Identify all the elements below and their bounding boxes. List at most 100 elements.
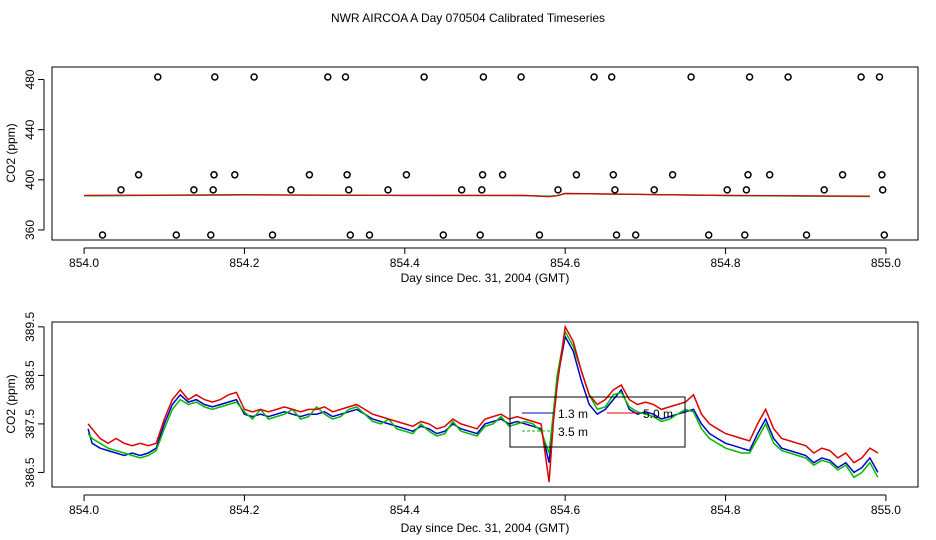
bottom-x-tick-label: 854.2 xyxy=(229,503,259,517)
scatter-point xyxy=(190,186,198,194)
bottom-panel: 854.0 854.2 854.4 854.6 854.8 855.0 386.5 387.… xyxy=(4,312,919,535)
top-x-tick-label: 854.6 xyxy=(550,256,580,270)
scatter-point xyxy=(324,73,332,81)
scatter-point xyxy=(742,186,751,194)
scatter-point xyxy=(478,171,487,179)
bottom-y-tick-label: 388.5 xyxy=(23,360,37,390)
scatter-point xyxy=(607,73,616,81)
bottom-x-axis-label: Day since Dec. 31, 2004 (GMT) xyxy=(401,521,570,535)
scatter-point xyxy=(287,186,295,194)
chart-title: NWR AIRCOA A Day 070504 Calibrated Times… xyxy=(331,11,605,25)
scatter-point xyxy=(878,171,886,179)
scatter-point xyxy=(554,186,562,194)
top-y-tick-label: 440 xyxy=(23,119,37,139)
scatter-point xyxy=(878,186,887,194)
scatter-point xyxy=(880,231,889,239)
scatter-point xyxy=(479,73,488,81)
scatter-point xyxy=(838,171,847,179)
scatter-point xyxy=(134,171,143,179)
scatter-point xyxy=(517,73,525,81)
bottom-x-tick-label: 854.8 xyxy=(711,503,741,517)
scatter-point xyxy=(346,231,355,239)
bottom-x-tick-label: 855.0 xyxy=(871,503,901,517)
scatter-point xyxy=(344,186,353,194)
series-line-3-5-m xyxy=(87,329,879,479)
scatter-point xyxy=(211,73,219,81)
bottom-series-lines xyxy=(87,324,879,483)
scatter-point xyxy=(741,231,749,239)
scatter-point xyxy=(402,171,411,179)
bottom-plot-frame xyxy=(51,321,919,488)
legend-box xyxy=(509,396,686,448)
scatter-point xyxy=(687,73,695,81)
scatter-point xyxy=(612,231,621,239)
bottom-y-axis-label: CO2 (ppm) xyxy=(4,374,18,433)
scatter-point xyxy=(117,186,125,194)
scatter-point xyxy=(384,186,392,194)
scatter-point xyxy=(765,171,774,179)
top-plot-frame xyxy=(51,66,919,241)
bottom-x-tick-label: 854.0 xyxy=(69,503,99,517)
scatter-point xyxy=(457,186,466,194)
scatter-point xyxy=(439,231,448,239)
top-y-axis-label: CO2 (ppm) xyxy=(4,123,18,182)
scatter-point xyxy=(650,186,658,194)
top-x-axis: 854.0 854.2 854.4 854.6 854.8 855.0 xyxy=(69,247,901,270)
scatter-point xyxy=(590,73,598,81)
top-series-line xyxy=(84,192,870,198)
top-y-axis: 360 400 440 480 xyxy=(23,69,45,240)
top-x-tick-label: 855.0 xyxy=(871,256,901,270)
legend-label-3: 5.0 m xyxy=(643,407,673,421)
scatter-point xyxy=(268,231,277,239)
scatter-point xyxy=(478,186,486,194)
scatter-point xyxy=(820,186,828,194)
top-series-lines xyxy=(84,192,870,198)
scatter-point xyxy=(341,73,350,81)
scatter-point xyxy=(498,171,507,179)
scatter-point xyxy=(802,231,811,239)
scatter-point xyxy=(704,231,713,239)
top-x-tick-label: 854.2 xyxy=(229,256,259,270)
top-scatter-points xyxy=(98,73,889,239)
bottom-x-axis: 854.0 854.2 854.4 854.6 854.8 855.0 xyxy=(69,494,901,517)
bottom-y-axis: 386.5 387.5 388.5 389.5 xyxy=(23,312,45,487)
scatter-point xyxy=(365,231,374,239)
scatter-point xyxy=(535,231,544,239)
legend-label-1: 1.3 m xyxy=(558,407,588,421)
scatter-point xyxy=(420,73,428,81)
scatter-point xyxy=(572,171,581,179)
scatter-point xyxy=(784,73,792,81)
scatter-point xyxy=(611,186,619,194)
legend-label-2: 3.5 m xyxy=(558,425,588,439)
series-line-1-3-m xyxy=(87,334,879,474)
bottom-x-tick-label: 854.4 xyxy=(390,503,420,517)
top-y-tick-label: 480 xyxy=(23,69,37,89)
top-x-tick-label: 854.0 xyxy=(69,256,99,270)
bottom-x-tick-label: 854.6 xyxy=(550,503,580,517)
scatter-point xyxy=(668,171,677,179)
bottom-y-tick-label: 389.5 xyxy=(23,312,37,342)
scatter-point xyxy=(305,171,314,179)
scatter-point xyxy=(476,231,484,239)
bottom-y-tick-label: 386.5 xyxy=(23,457,37,487)
bottom-y-tick-label: 387.5 xyxy=(23,409,37,439)
scatter-point xyxy=(172,231,181,239)
series-line-5-0-m xyxy=(87,324,879,483)
scatter-point xyxy=(154,73,162,81)
scatter-point xyxy=(609,171,618,179)
top-panel: 854.0 854.2 854.4 854.6 854.8 855.0 360 400 440… xyxy=(4,66,919,285)
scatter-point xyxy=(98,231,107,239)
scatter-point xyxy=(250,73,258,81)
scatter-point xyxy=(723,186,731,194)
scatter-point xyxy=(745,73,754,81)
scatter-point xyxy=(631,231,640,239)
top-y-tick-label: 360 xyxy=(23,220,37,240)
top-y-tick-label: 400 xyxy=(23,169,37,189)
scatter-point xyxy=(343,171,351,179)
top-x-axis-label: Day since Dec. 31, 2004 (GMT) xyxy=(401,271,570,285)
scatter-point xyxy=(231,171,239,179)
scatter-point xyxy=(207,231,215,239)
scatter-point xyxy=(857,73,865,81)
scatter-point xyxy=(875,73,884,81)
